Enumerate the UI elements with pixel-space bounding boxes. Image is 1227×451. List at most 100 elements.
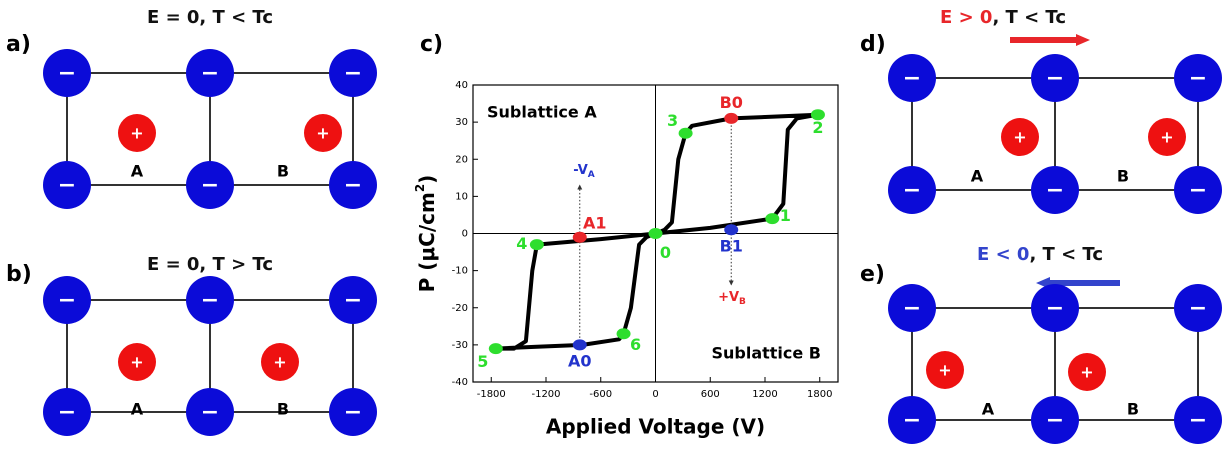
title-part: E = 0, T < Tc <box>147 7 273 28</box>
point-marker <box>724 112 739 124</box>
cation-sign: + <box>1160 128 1173 147</box>
point-marker <box>648 228 663 239</box>
anion <box>329 276 377 324</box>
site-label: A <box>982 400 995 419</box>
anion-sign: − <box>344 61 362 86</box>
region-label: Sublattice B <box>711 344 821 363</box>
y-axis-label: P (μC/cm2) <box>413 175 439 293</box>
anion-sign: − <box>1046 178 1064 203</box>
anion-sign: − <box>201 61 219 86</box>
point-label: 0 <box>660 243 671 262</box>
anion-sign: − <box>58 61 76 86</box>
y-tick-label: -20 <box>452 303 468 314</box>
field-arrow <box>1010 34 1090 46</box>
point-marker <box>616 328 631 340</box>
anion <box>1174 54 1222 102</box>
voltage-sub: A <box>588 170 595 180</box>
y-tick-label: -40 <box>452 377 468 388</box>
anion <box>43 49 91 97</box>
site-label: B <box>1127 400 1139 419</box>
title-part: E > 0 <box>940 7 992 28</box>
point-label: 1 <box>780 206 791 225</box>
point-marker <box>810 109 825 121</box>
voltage-sub: B <box>739 297 746 307</box>
cation <box>118 114 156 152</box>
cation-sign: + <box>130 353 143 372</box>
cation <box>1148 118 1186 156</box>
site-label: A <box>131 162 144 181</box>
panel-title: E > 0, T < Tc <box>940 7 1066 28</box>
y-tick-label: 10 <box>455 191 468 202</box>
point-label: B1 <box>720 236 743 255</box>
anion-sign: − <box>58 400 76 425</box>
anion <box>1031 396 1079 444</box>
x-tick-label: -1200 <box>531 389 560 400</box>
site-label: A <box>971 167 984 186</box>
anion <box>888 166 936 214</box>
cation-sign: + <box>1013 128 1026 147</box>
anion-sign: − <box>201 173 219 198</box>
anion <box>186 276 234 324</box>
anion <box>186 161 234 209</box>
anion-sign: − <box>1189 66 1207 91</box>
cation <box>261 343 299 381</box>
anion-sign: − <box>1046 408 1064 433</box>
y-tick-label: 30 <box>455 117 468 128</box>
anion-sign: − <box>58 288 76 313</box>
anion <box>888 284 936 332</box>
x-tick-label: 600 <box>701 389 720 400</box>
anion-sign: − <box>1046 66 1064 91</box>
anion <box>1031 284 1079 332</box>
panel-title: E = 0, T > Tc <box>147 254 273 275</box>
panel-tag: c) <box>420 32 443 57</box>
anion-sign: − <box>344 288 362 313</box>
anion <box>186 388 234 436</box>
voltage-label: +VB <box>718 290 746 307</box>
y-label-main: P (μC/cm <box>415 192 439 292</box>
voltage-main: +V <box>718 290 739 305</box>
cation <box>118 343 156 381</box>
point-marker <box>488 343 503 355</box>
anion <box>1031 54 1079 102</box>
point-label: A0 <box>568 351 592 370</box>
x-axis-label: Applied Voltage (V) <box>546 415 765 439</box>
anion <box>1174 284 1222 332</box>
point-marker <box>678 127 693 139</box>
site-label: B <box>277 400 289 419</box>
cation <box>304 114 342 152</box>
anion <box>43 161 91 209</box>
point-marker <box>529 239 544 251</box>
panel-title: E = 0, T < Tc <box>147 7 273 28</box>
cation-sign: + <box>130 124 143 143</box>
site-label: A <box>131 400 144 419</box>
site-label: B <box>277 162 289 181</box>
anion <box>186 49 234 97</box>
y-label-end: ) <box>415 175 439 184</box>
point-label: B0 <box>720 93 743 112</box>
voltage-label: -VA <box>573 163 595 180</box>
anion-sign: − <box>344 400 362 425</box>
anion-sign: − <box>1046 296 1064 321</box>
point-marker <box>765 213 780 225</box>
cation-sign: + <box>1080 363 1093 382</box>
anion <box>888 396 936 444</box>
title-part: E < 0 <box>977 244 1029 265</box>
anion <box>888 54 936 102</box>
point-label: 4 <box>516 234 527 253</box>
anion <box>329 49 377 97</box>
point-label: 6 <box>630 335 641 354</box>
title-part: E = 0, T > Tc <box>147 254 273 275</box>
anion-sign: − <box>1189 178 1207 203</box>
anion <box>329 388 377 436</box>
cation <box>1068 353 1106 391</box>
point-label: A1 <box>583 214 607 233</box>
y-tick-label: 40 <box>455 80 468 91</box>
cation-sign: + <box>316 124 329 143</box>
cation-sign: + <box>273 353 286 372</box>
y-label-sup: 2 <box>413 184 427 192</box>
anion-sign: − <box>1189 296 1207 321</box>
anion-sign: − <box>903 178 921 203</box>
y-tick-label: 20 <box>455 154 468 165</box>
x-tick-label: 0 <box>652 389 658 400</box>
